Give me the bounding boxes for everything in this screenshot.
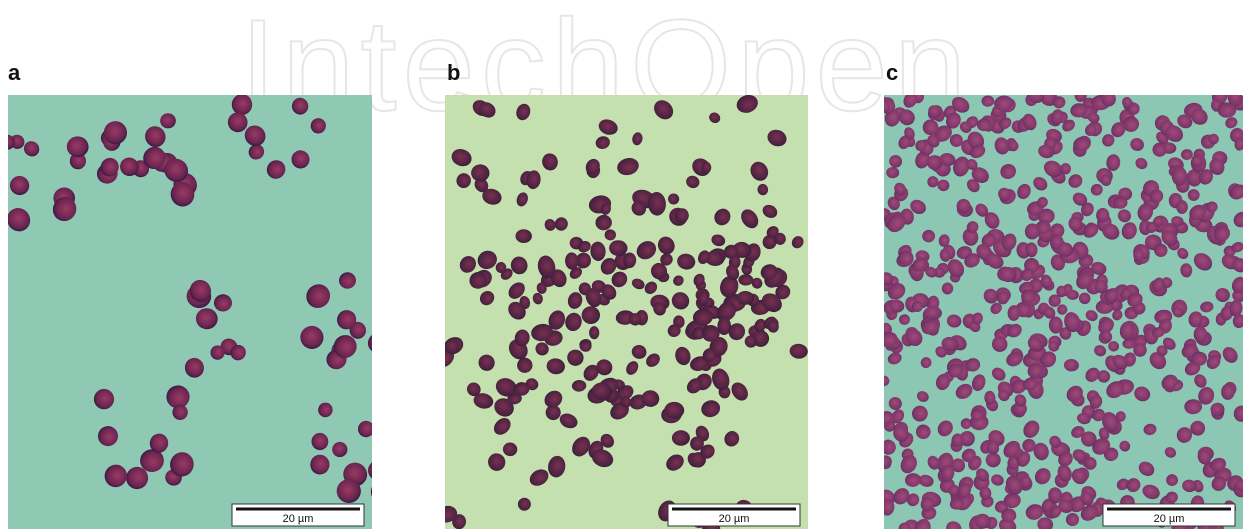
micrograph [874,85,1245,529]
cell [516,229,532,243]
cell [672,430,690,445]
page: IntechOpen a20 µmb20 µmc20 µm (() => { c… [0,0,1245,529]
cell [828,288,853,314]
panel-label: c [886,60,898,85]
cell [664,402,684,419]
cell [811,226,837,253]
micrograph [433,92,854,529]
cell [369,478,395,505]
cell [668,194,679,205]
panel-label: b [447,60,460,85]
cell [1049,317,1063,334]
cell [814,227,833,248]
cell [374,323,405,354]
scale-bar-label: 20 µm [719,513,750,525]
scale-bar-label: 20 µm [1154,513,1185,525]
scale-bar-label: 20 µm [283,513,314,525]
panel-label: a [8,60,21,85]
figure: IntechOpen a20 µmb20 µmc20 µm [0,0,1245,529]
cell [379,274,402,297]
micrograph [0,93,405,529]
